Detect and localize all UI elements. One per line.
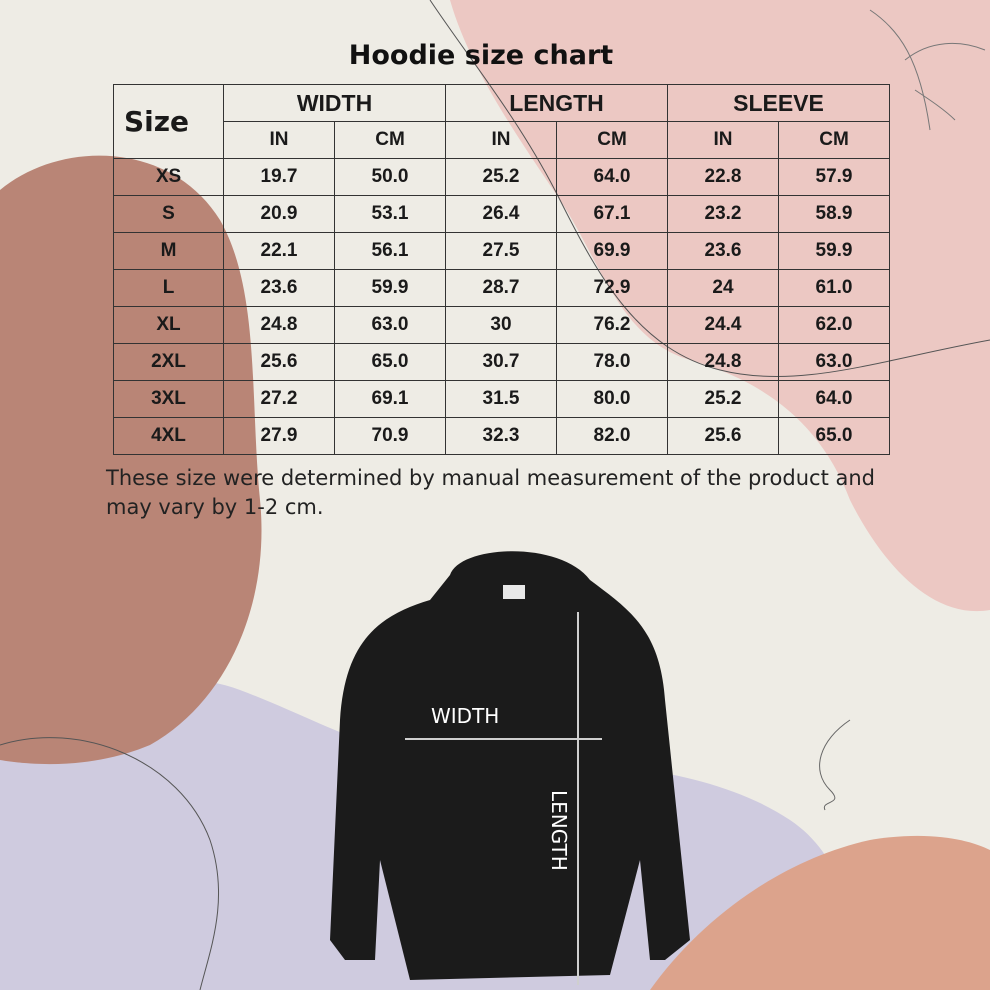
value-cell: 19.7 xyxy=(223,158,335,196)
value-cell: 59.9 xyxy=(334,269,446,307)
chart-title: Hoodie size chart xyxy=(348,40,614,71)
squiggle-sketch xyxy=(819,719,851,811)
unit-header: IN xyxy=(667,121,779,159)
length-label: LENGTH xyxy=(547,790,571,871)
value-cell: 65.0 xyxy=(778,417,890,455)
value-cell: 24 xyxy=(667,269,779,307)
value-cell: 65.0 xyxy=(334,343,446,381)
value-cell: 53.1 xyxy=(334,195,446,233)
table-row: M 22.1 56.1 27.5 69.9 23.6 59.9 xyxy=(113,232,890,270)
value-cell: 64.0 xyxy=(778,380,890,418)
value-cell: 23.2 xyxy=(667,195,779,233)
value-cell: 31.5 xyxy=(445,380,557,418)
group-header-width: WIDTH xyxy=(223,84,446,122)
size-cell: S xyxy=(113,195,224,233)
leaf-sketch xyxy=(869,9,986,131)
value-cell: 30.7 xyxy=(445,343,557,381)
decorative-line xyxy=(0,737,220,990)
value-cell: 72.9 xyxy=(556,269,668,307)
value-cell: 25.6 xyxy=(223,343,335,381)
size-cell: 2XL xyxy=(113,343,224,381)
size-cell: 3XL xyxy=(113,380,224,418)
value-cell: 23.6 xyxy=(223,269,335,307)
value-cell: 59.9 xyxy=(778,232,890,270)
group-header-length: LENGTH xyxy=(445,84,668,122)
size-cell: L xyxy=(113,269,224,307)
value-cell: 20.9 xyxy=(223,195,335,233)
table-row: 3XL 27.2 69.1 31.5 80.0 25.2 64.0 xyxy=(113,380,890,418)
value-cell: 22.8 xyxy=(667,158,779,196)
value-cell: 24.8 xyxy=(223,306,335,344)
value-cell: 26.4 xyxy=(445,195,557,233)
value-cell: 62.0 xyxy=(778,306,890,344)
value-cell: 27.5 xyxy=(445,232,557,270)
value-cell: 78.0 xyxy=(556,343,668,381)
value-cell: 56.1 xyxy=(334,232,446,270)
value-cell: 69.1 xyxy=(334,380,446,418)
value-cell: 28.7 xyxy=(445,269,557,307)
size-cell: XL xyxy=(113,306,224,344)
value-cell: 25.2 xyxy=(667,380,779,418)
table-row: 4XL 27.9 70.9 32.3 82.0 25.6 65.0 xyxy=(113,417,890,455)
value-cell: 32.3 xyxy=(445,417,557,455)
value-cell: 30 xyxy=(445,306,557,344)
value-cell: 63.0 xyxy=(334,306,446,344)
unit-header: CM xyxy=(334,121,446,159)
value-cell: 22.1 xyxy=(223,232,335,270)
value-cell: 24.8 xyxy=(667,343,779,381)
value-cell: 27.9 xyxy=(223,417,335,455)
measurement-note: These size were determined by manual mea… xyxy=(106,466,875,519)
unit-header: CM xyxy=(556,121,668,159)
value-cell: 25.2 xyxy=(445,158,557,196)
value-cell: 58.9 xyxy=(778,195,890,233)
size-header: Size xyxy=(113,84,224,159)
value-cell: 57.9 xyxy=(778,158,890,196)
value-cell: 61.0 xyxy=(778,269,890,307)
size-table: Size WIDTH LENGTH SLEEVE IN CM IN CM IN CM XS… xyxy=(113,84,890,455)
size-cell: XS xyxy=(113,158,224,196)
value-cell: 80.0 xyxy=(556,380,668,418)
hoodie-image xyxy=(330,551,690,985)
value-cell: 67.1 xyxy=(556,195,668,233)
table-row: S 20.9 53.1 26.4 67.1 23.2 58.9 xyxy=(113,195,890,233)
size-cell: 4XL xyxy=(113,417,224,455)
value-cell: 63.0 xyxy=(778,343,890,381)
unit-header: IN xyxy=(445,121,557,159)
group-header-sleeve: SLEEVE xyxy=(667,84,890,122)
value-cell: 24.4 xyxy=(667,306,779,344)
size-cell: M xyxy=(113,232,224,270)
value-cell: 27.2 xyxy=(223,380,335,418)
value-cell: 70.9 xyxy=(334,417,446,455)
value-cell: 23.6 xyxy=(667,232,779,270)
value-cell: 25.6 xyxy=(667,417,779,455)
unit-header: CM xyxy=(778,121,890,159)
table-row: 2XL 25.6 65.0 30.7 78.0 24.8 63.0 xyxy=(113,343,890,381)
value-cell: 76.2 xyxy=(556,306,668,344)
salmon-blob xyxy=(650,835,990,990)
width-label: WIDTH xyxy=(431,704,500,728)
value-cell: 50.0 xyxy=(334,158,446,196)
table-row: L 23.6 59.9 28.7 72.9 24 61.0 xyxy=(113,269,890,307)
table-row: XS 19.7 50.0 25.2 64.0 22.8 57.9 xyxy=(113,158,890,196)
unit-header: IN xyxy=(223,121,335,159)
value-cell: 82.0 xyxy=(556,417,668,455)
value-cell: 64.0 xyxy=(556,158,668,196)
table-row: XL 24.8 63.0 30 76.2 24.4 62.0 xyxy=(113,306,890,344)
value-cell: 69.9 xyxy=(556,232,668,270)
